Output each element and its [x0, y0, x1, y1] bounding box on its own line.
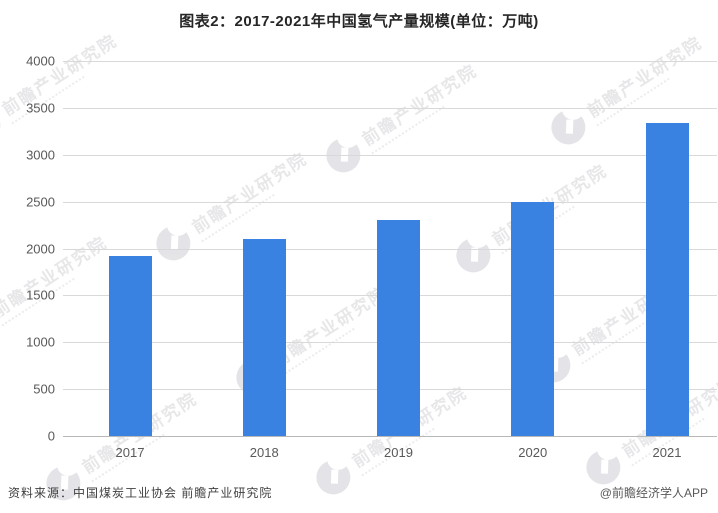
x-tick-label-2018: 2018	[249, 445, 279, 460]
bar-2019	[377, 220, 420, 436]
bar-2020	[511, 201, 555, 436]
x-tick-label-2020: 2020	[518, 445, 548, 460]
y-tick-label-0: 0	[47, 428, 55, 444]
y-tick-label-4000: 4000	[26, 53, 55, 69]
gridline-4000	[63, 61, 717, 62]
y-tick-label-3500: 3500	[26, 100, 55, 116]
gridline-3000	[63, 154, 717, 156]
chart-title: 图表2：2017-2021年中国氢气产量规模(单位：万吨)	[179, 13, 539, 30]
y-tick-label-2000: 2000	[26, 241, 55, 256]
y-tick-label-1000: 1000	[26, 334, 55, 350]
y-tick-label-3000: 3000	[26, 147, 55, 163]
x-tick-label-2017: 2017	[115, 445, 145, 460]
y-tick-label-2500: 2500	[26, 194, 55, 210]
bar-2021	[645, 122, 689, 436]
source-note: 资料来源：中国煤炭工业协会 前瞻产业研究院	[8, 486, 273, 500]
x-axis-line	[63, 436, 717, 437]
x-tick-label-2019: 2019	[384, 445, 413, 460]
x-tick-label-2021: 2021	[652, 445, 682, 460]
y-tick-label-500: 500	[33, 381, 55, 397]
bar-2018	[242, 239, 286, 436]
y-tick-label-1500: 1500	[26, 287, 55, 303]
credit-note: @前瞻经济学人APP	[599, 486, 708, 500]
bar-2017	[108, 256, 152, 436]
gridline-2500	[63, 201, 717, 203]
gridline-3500	[63, 107, 717, 109]
plot-area: 0 500 1000 1500 2000 2500 3000 3500 4000	[0, 54, 718, 444]
